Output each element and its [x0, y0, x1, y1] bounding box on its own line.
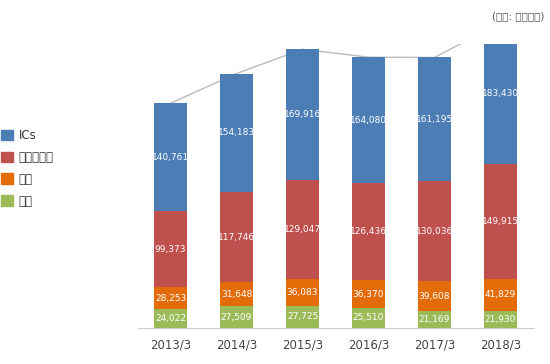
Text: 117,746: 117,746 [218, 233, 255, 242]
Text: 154,183: 154,183 [218, 128, 255, 137]
Bar [484, 23, 517, 164]
Bar [484, 164, 517, 279]
Text: 31,648: 31,648 [221, 290, 252, 299]
Bar [418, 281, 451, 311]
Text: 21,169: 21,169 [419, 315, 450, 324]
Bar [220, 282, 253, 306]
Text: 27,509: 27,509 [221, 313, 252, 321]
Bar [154, 211, 187, 288]
Text: 140,761: 140,761 [152, 153, 189, 162]
Text: 36,083: 36,083 [287, 288, 318, 297]
Text: 99,373: 99,373 [155, 245, 186, 254]
Text: 21,930: 21,930 [485, 315, 516, 324]
Bar [220, 74, 253, 192]
Bar [154, 309, 187, 328]
Bar [286, 179, 319, 278]
Text: 183,430: 183,430 [482, 89, 519, 98]
Bar [352, 57, 385, 183]
Bar [220, 192, 253, 282]
Legend: ICs, 分列半导体, 模块, 其他: ICs, 分列半导体, 模块, 其他 [1, 129, 53, 207]
Text: 126,436: 126,436 [350, 227, 387, 236]
Text: 130,036: 130,036 [416, 226, 453, 236]
Text: 164,080: 164,080 [350, 116, 387, 124]
Bar [154, 103, 187, 211]
Bar [154, 288, 187, 309]
Bar [418, 58, 451, 181]
Text: 24,022: 24,022 [155, 314, 186, 323]
Text: 161,195: 161,195 [416, 115, 453, 124]
Text: 36,370: 36,370 [353, 290, 384, 298]
Bar [286, 278, 319, 306]
Bar [484, 279, 517, 311]
Text: 25,510: 25,510 [353, 313, 384, 322]
Bar [418, 181, 451, 281]
Bar [286, 306, 319, 328]
Text: 27,725: 27,725 [287, 312, 318, 321]
Bar [286, 49, 319, 179]
Bar [220, 306, 253, 328]
Bar [352, 280, 385, 308]
Text: (单位: 百万日元): (单位: 百万日元) [492, 11, 544, 21]
Text: 169,916: 169,916 [284, 110, 321, 119]
Bar [418, 311, 451, 328]
Text: 129,047: 129,047 [284, 225, 321, 234]
Text: 39,608: 39,608 [419, 292, 450, 301]
Bar [484, 311, 517, 328]
Text: 28,253: 28,253 [155, 294, 186, 303]
Bar [352, 183, 385, 280]
Text: 149,915: 149,915 [482, 217, 519, 226]
Text: 41,829: 41,829 [485, 290, 516, 299]
Bar [352, 308, 385, 328]
